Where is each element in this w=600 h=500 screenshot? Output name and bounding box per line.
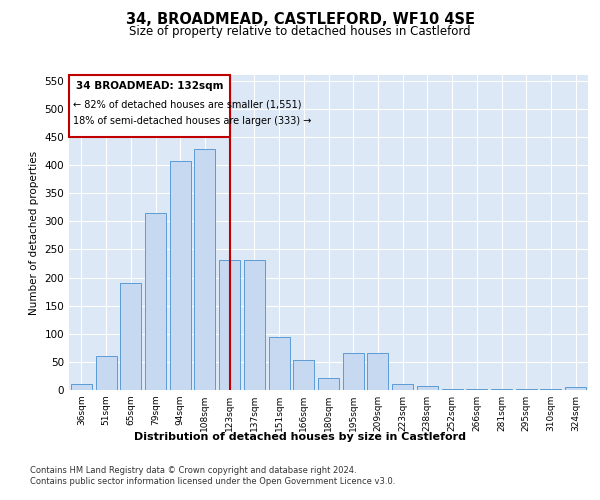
Bar xyxy=(343,354,364,390)
Bar xyxy=(145,213,166,390)
Bar xyxy=(367,354,388,390)
Bar xyxy=(71,384,92,390)
Y-axis label: Number of detached properties: Number of detached properties xyxy=(29,150,39,314)
Bar xyxy=(170,161,191,390)
Bar xyxy=(417,386,438,390)
FancyBboxPatch shape xyxy=(69,75,230,137)
Bar xyxy=(95,356,116,390)
Text: Contains public sector information licensed under the Open Government Licence v3: Contains public sector information licen… xyxy=(30,478,395,486)
Bar xyxy=(466,389,487,390)
Text: Distribution of detached houses by size in Castleford: Distribution of detached houses by size … xyxy=(134,432,466,442)
Text: 18% of semi-detached houses are larger (333) →: 18% of semi-detached houses are larger (… xyxy=(73,116,311,126)
Bar xyxy=(219,260,240,390)
Bar xyxy=(442,389,463,390)
Text: ← 82% of detached houses are smaller (1,551): ← 82% of detached houses are smaller (1,… xyxy=(73,99,301,110)
Bar xyxy=(244,260,265,390)
Bar xyxy=(194,149,215,390)
Text: 34, BROADMEAD, CASTLEFORD, WF10 4SE: 34, BROADMEAD, CASTLEFORD, WF10 4SE xyxy=(125,12,475,28)
Text: Contains HM Land Registry data © Crown copyright and database right 2024.: Contains HM Land Registry data © Crown c… xyxy=(30,466,356,475)
Bar xyxy=(120,283,141,390)
Bar xyxy=(318,378,339,390)
Bar xyxy=(293,360,314,390)
Bar xyxy=(392,384,413,390)
Bar xyxy=(269,336,290,390)
Text: 34 BROADMEAD: 132sqm: 34 BROADMEAD: 132sqm xyxy=(76,81,223,91)
Text: Size of property relative to detached houses in Castleford: Size of property relative to detached ho… xyxy=(129,25,471,38)
Bar xyxy=(565,387,586,390)
